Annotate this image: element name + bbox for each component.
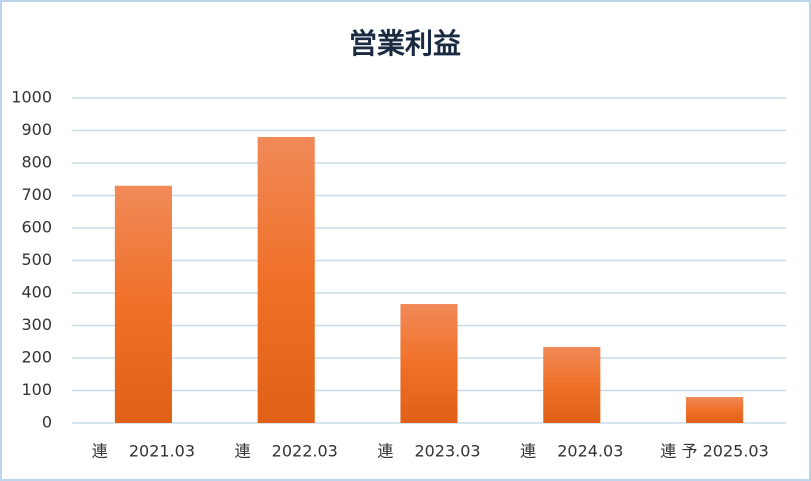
y-tick-label: 800 [21, 153, 52, 172]
y-tick-label: 0 [42, 413, 52, 432]
bar [400, 304, 458, 423]
x-tick-label: 連 2023.03 [377, 442, 480, 461]
y-tick-label: 300 [21, 315, 52, 334]
chart-title: 営業利益 [349, 27, 461, 60]
bar [686, 397, 744, 423]
bar [257, 137, 315, 423]
y-tick-label: 200 [21, 348, 52, 367]
y-tick-label: 100 [21, 380, 52, 399]
y-tick-label: 700 [21, 185, 52, 204]
y-tick-label: 500 [21, 250, 52, 269]
y-tick-label: 400 [21, 283, 52, 302]
y-tick-label: 1000 [11, 88, 52, 107]
y-tick-label: 600 [21, 218, 52, 237]
x-tick-label: 連 予 2025.03 [660, 442, 768, 461]
y-tick-label: 900 [21, 120, 52, 139]
x-tick-label: 連 2021.03 [92, 442, 195, 461]
x-tick-label: 連 2022.03 [235, 442, 338, 461]
bar [543, 346, 601, 423]
x-tick-label: 連 2024.03 [520, 442, 623, 461]
bar [114, 185, 172, 423]
